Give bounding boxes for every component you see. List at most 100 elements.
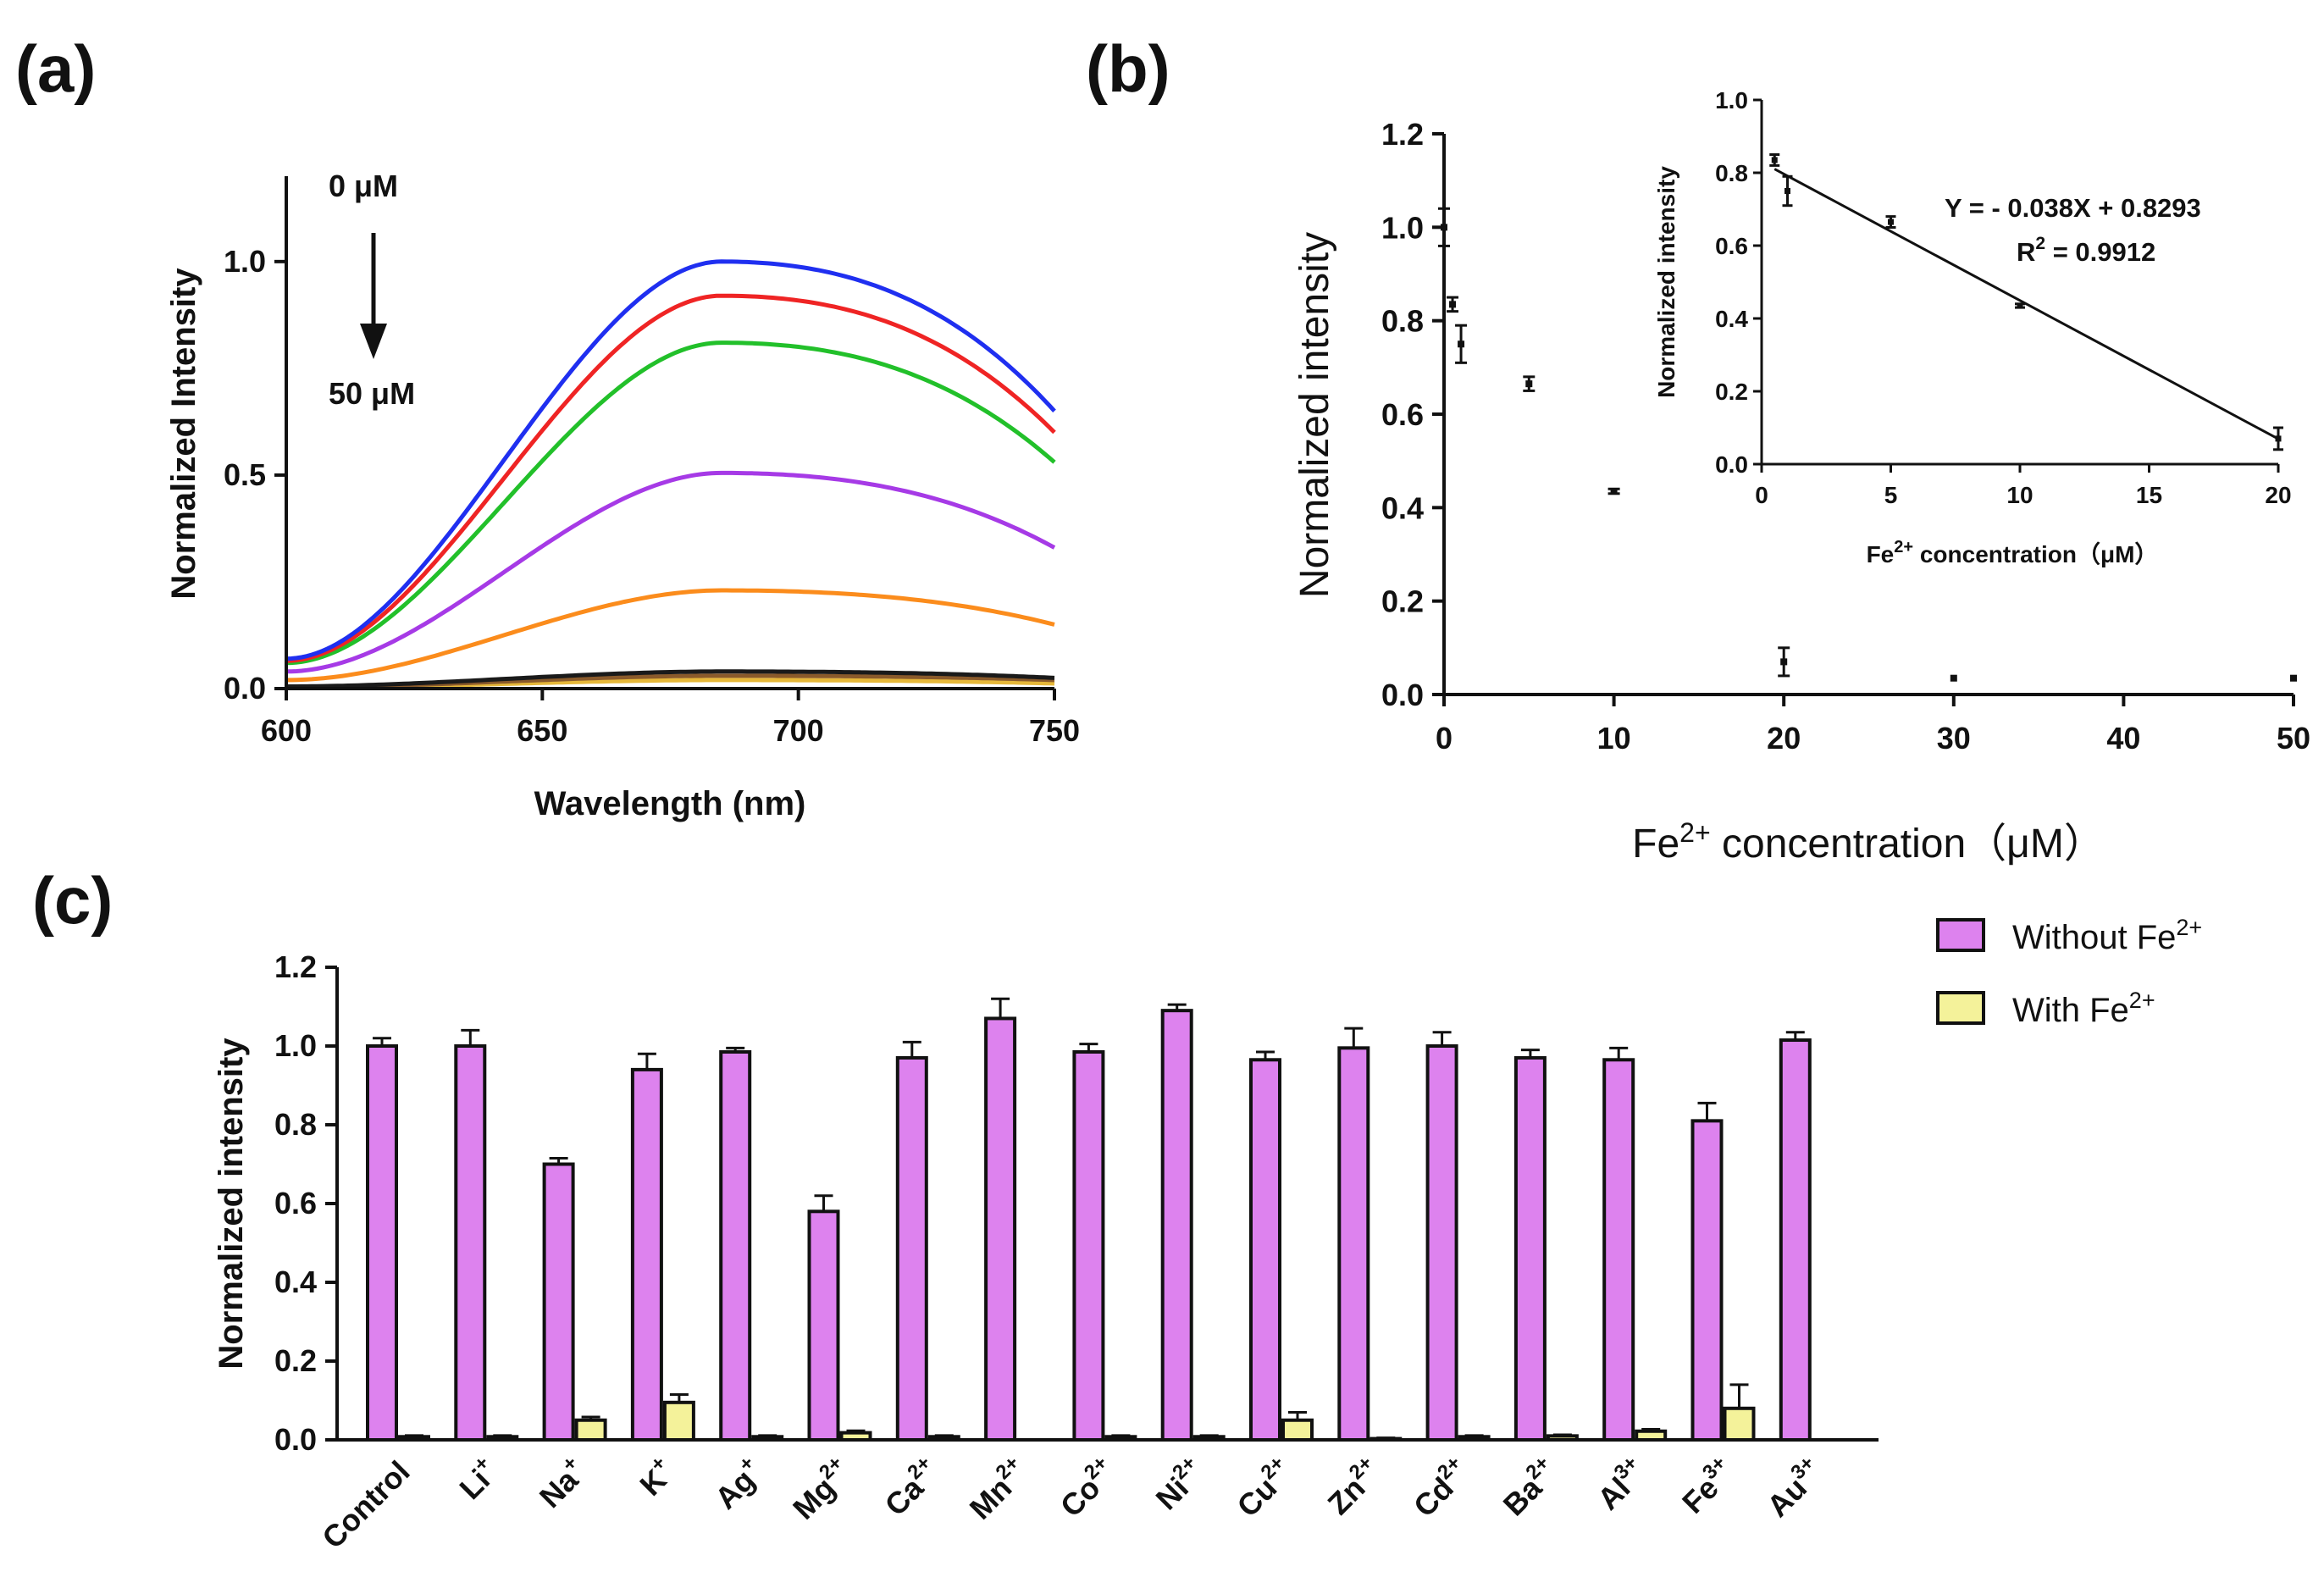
a-y-tick-label: 0.0	[224, 671, 266, 706]
inset-r2-sup: 2	[2035, 234, 2045, 253]
c-x-tick-label: Li+	[451, 1452, 505, 1506]
inset-xlabel-prefix: Fe	[1867, 541, 1895, 567]
legend-label-with: With Fe2+	[2012, 988, 2155, 1029]
inset-axes	[1760, 100, 2278, 466]
b-y-tick-label: 1.0	[1381, 210, 1424, 245]
panel-label-c: (c)	[32, 863, 113, 938]
c-x-tick-label: Cd2+	[1404, 1452, 1476, 1524]
bar-without-fe	[366, 1044, 398, 1442]
inset-points	[1769, 153, 2283, 451]
b-inset: 0.0 0.2 0.4 0.6 0.8 1.0 0 5 10 15 20 Normalized i…	[1653, 87, 2292, 567]
c-x-tick-label: Mn2+	[960, 1452, 1035, 1526]
inset-x-tick-label: 20	[2265, 482, 2291, 508]
a-series-line	[286, 588, 1055, 683]
inset-xlabel-suffix: concentration（μM）	[1913, 540, 2158, 567]
c-y-axis-title: Normalized intensity	[213, 1038, 250, 1370]
b-x-ticks: 0 10 20 30 40 50	[1436, 695, 2310, 755]
b-point	[1525, 380, 1533, 388]
inset-y-tick-label: 0.6	[1715, 233, 1748, 259]
bar-without-fe	[542, 1162, 575, 1442]
panel-c-bars: 0.0 0.2 0.4 0.6 0.8 1.0 1.2 Control Li+ Na+ K+ Ag+…	[213, 915, 2202, 1555]
b-x-tick-label: 0	[1436, 721, 1452, 755]
inset-point	[1888, 219, 1894, 225]
legend-with-prefix: With Fe	[2012, 992, 2129, 1029]
b-y-tick-label: 0.8	[1381, 304, 1424, 339]
bar-without-fe	[1779, 1038, 1812, 1442]
inset-x-tick-label: 0	[1755, 482, 1768, 508]
a-y-axis-title: Normalized Intensity	[165, 268, 202, 600]
c-x-tick-label: Zn2+	[1319, 1452, 1388, 1521]
b-points	[1438, 207, 2297, 682]
panel-label-b: (b)	[1086, 31, 1170, 106]
bar-without-fe	[1425, 1044, 1458, 1442]
inset-point	[2017, 302, 2023, 309]
b-point	[1610, 488, 1618, 495]
inset-r2-suffix: = 0.9912	[2045, 237, 2155, 267]
b-x-tick-label: 30	[1937, 721, 1971, 755]
c-x-tick-label: Control	[315, 1454, 416, 1555]
c-y-ticks: 0.0 0.2 0.4 0.6 0.8 1.0 1.2	[274, 949, 337, 1457]
b-x-tick-label: 20	[1767, 721, 1801, 755]
b-xlabel-suffix: concentration（μM）	[1711, 822, 2105, 866]
b-point	[1458, 340, 1465, 348]
c-x-tick-label: K+	[630, 1452, 681, 1503]
b-y-tick-label: 1.2	[1381, 117, 1424, 152]
inset-y-tick-label: 0.8	[1715, 160, 1748, 186]
b-x-tick-label: 50	[2277, 721, 2310, 755]
bar-without-fe	[807, 1209, 840, 1442]
bar-with-fe	[574, 1418, 607, 1442]
a-series-line	[286, 669, 1055, 689]
legend-swatch-with	[1936, 991, 1985, 1025]
c-x-tick-label: Al3+	[1588, 1452, 1653, 1517]
c-y-tick-label: 0.6	[274, 1186, 317, 1220]
c-y-tick-label: 1.0	[274, 1028, 317, 1063]
inset-x-tick-label: 15	[2136, 482, 2162, 508]
bar-without-fe	[1160, 1009, 1193, 1442]
c-y-tick-label: 1.2	[274, 949, 317, 984]
b-y-tick-label: 0.0	[1381, 678, 1424, 712]
bar-without-fe	[895, 1055, 928, 1442]
inset-xlabel-sup: 2+	[1894, 538, 1913, 556]
inset-x-tick-label: 10	[2006, 482, 2033, 508]
c-x-tick-label: Cu2+	[1228, 1452, 1300, 1524]
b-x-tick-label: 40	[2106, 721, 2140, 755]
inset-y-axis-title: Normalized intensity	[1653, 166, 1679, 398]
bar-without-fe	[1337, 1046, 1370, 1442]
b-point	[2290, 674, 2297, 682]
c-x-tick-label: Au3+	[1757, 1452, 1829, 1524]
c-bars	[366, 997, 1812, 1442]
a-x-tick-label: 600	[261, 713, 312, 748]
b-xlabel-sup: 2+	[1679, 817, 1710, 848]
inset-r2-prefix: R	[2017, 237, 2035, 267]
legend-with-sup: 2+	[2129, 988, 2155, 1013]
c-y-tick-label: 0.0	[274, 1422, 317, 1457]
b-point	[1441, 224, 1447, 231]
b-y-tick-label: 0.4	[1381, 490, 1424, 525]
c-x-tick-label: Ni2+	[1147, 1452, 1212, 1517]
bar-with-fe	[662, 1400, 695, 1442]
bar-without-fe	[719, 1049, 752, 1442]
c-y-tick-label: 0.4	[274, 1265, 317, 1299]
c-x-tick-base: Control	[315, 1454, 416, 1555]
bar-without-fe	[1513, 1055, 1547, 1442]
inset-x-axis-title: Fe2+ concentration（μM）	[1867, 538, 2159, 567]
a-y-tick-label: 0.5	[224, 457, 266, 492]
a-x-ticks: 600 650 700 750	[261, 689, 1080, 748]
inset-x-tick-label: 5	[1884, 482, 1898, 508]
bar-without-fe	[1602, 1058, 1635, 1442]
inset-y-tick-label: 0.4	[1715, 306, 1748, 332]
a-x-tick-label: 750	[1029, 713, 1080, 748]
inset-y-tick-label: 1.0	[1715, 87, 1748, 113]
a-x-tick-label: 650	[517, 713, 567, 748]
panel-a-spectra: 0.0 0.5 1.0 600 650 700 750 Wavelength (nm) N…	[165, 169, 1080, 822]
b-point	[1780, 658, 1788, 666]
c-x-tick-label: Co2+	[1051, 1452, 1123, 1524]
c-x-tick-label: Mg2+	[783, 1452, 858, 1526]
b-point	[1449, 301, 1457, 308]
inset-y-tick-label: 0.2	[1715, 379, 1748, 405]
c-x-labels: Control Li+ Na+ K+ Ag+Mg2+ Ca2+Mn2+Co2+ Ni2+Cu…	[315, 1452, 1829, 1555]
c-y-tick-label: 0.2	[274, 1343, 317, 1378]
c-x-tick-label: Ag+	[706, 1452, 770, 1516]
a-y-tick-label: 1.0	[224, 244, 266, 279]
